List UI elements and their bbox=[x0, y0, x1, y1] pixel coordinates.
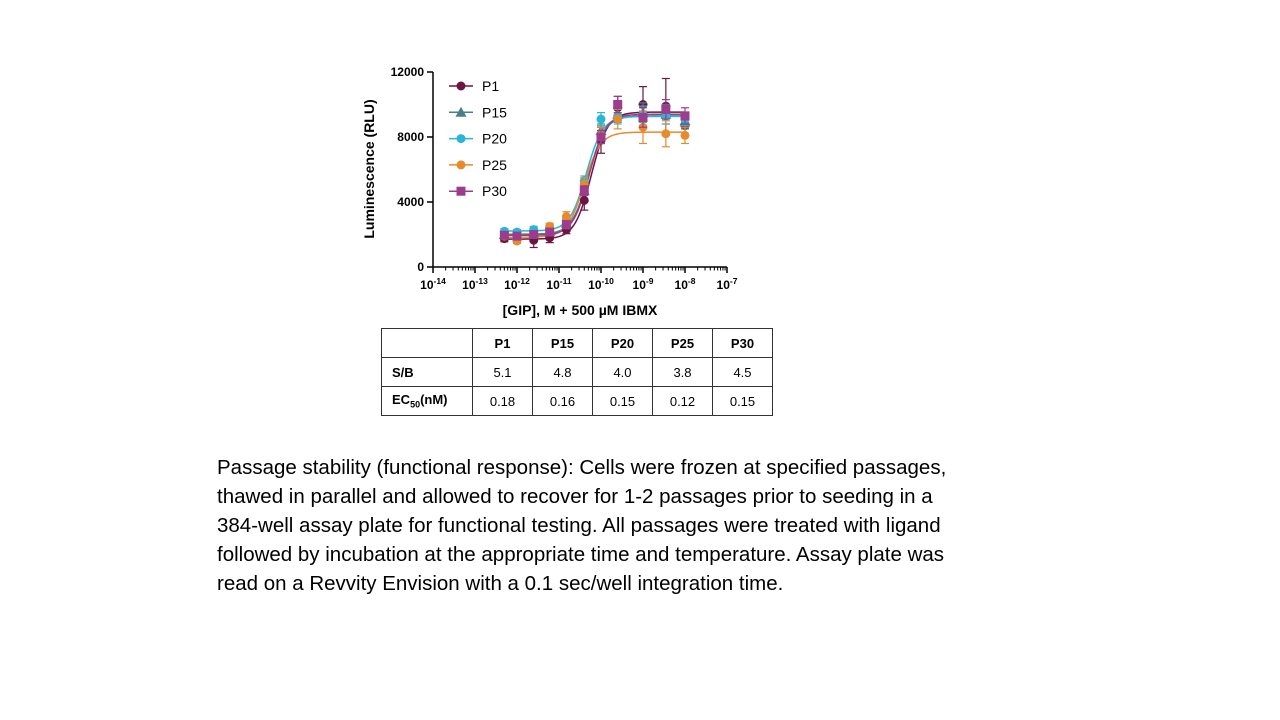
table-header-row: P1 P15 P20 P25 P30 bbox=[381, 328, 773, 358]
table-corner-cell bbox=[381, 328, 473, 358]
x-tick-label: 10-9 bbox=[633, 276, 654, 292]
table-row: EC50(nM) 0.18 0.16 0.15 0.12 0.15 bbox=[381, 386, 773, 416]
table-header-cell: P20 bbox=[592, 328, 653, 358]
data-point-p30 bbox=[512, 231, 522, 241]
legend-label-p1: P1 bbox=[482, 78, 499, 94]
x-tick-label: 10-7 bbox=[717, 276, 738, 292]
legend-marker-p1 bbox=[456, 81, 466, 91]
table-cell: 4.0 bbox=[592, 357, 653, 387]
table-header-cell: P25 bbox=[652, 328, 713, 358]
fit-curve-p15 bbox=[504, 115, 685, 235]
table-cell: 0.15 bbox=[712, 386, 773, 416]
data-point-p30 bbox=[638, 113, 648, 122]
data-point-p25 bbox=[680, 130, 690, 140]
data-point-p30 bbox=[529, 230, 539, 239]
data-point-p30 bbox=[499, 230, 509, 240]
ec50-label-main: EC bbox=[392, 392, 411, 408]
legend-marker-p25 bbox=[456, 160, 466, 170]
table-cell: 0.12 bbox=[652, 386, 713, 416]
fit-curve-p1 bbox=[504, 111, 686, 240]
table-header-cell: P15 bbox=[532, 328, 593, 358]
table-cell: 3.8 bbox=[652, 357, 713, 387]
table-cell: 0.16 bbox=[532, 386, 593, 416]
data-point-p25 bbox=[561, 212, 571, 222]
table-cell: 0.15 bbox=[592, 386, 653, 416]
data-point-p30 bbox=[613, 100, 623, 109]
fit-curve-p20 bbox=[504, 115, 685, 232]
table-header-cell: P1 bbox=[472, 328, 533, 358]
figure-caption: Passage stability (functional response):… bbox=[217, 456, 947, 595]
data-point-p30 bbox=[680, 111, 690, 121]
data-points bbox=[498, 77, 691, 249]
fit-curves bbox=[504, 111, 686, 240]
x-tick-label: 10-12 bbox=[504, 276, 530, 292]
table-cell: 4.8 bbox=[532, 357, 593, 387]
data-point-p30 bbox=[596, 132, 606, 142]
table-cell: 5.1 bbox=[472, 357, 533, 387]
x-tick-label: 10-13 bbox=[462, 276, 488, 292]
legend-marker-p20 bbox=[456, 134, 466, 144]
y-tick-label: 4000 bbox=[397, 195, 424, 209]
legend-marker-p30 bbox=[456, 186, 466, 196]
table-cell: 4.5 bbox=[712, 357, 773, 387]
row-label-ec50: EC50(nM) bbox=[381, 386, 473, 416]
data-point-p1 bbox=[579, 195, 589, 205]
dose-response-chart: 0 4000 8000 12000 10-14 10-13 10-12 10-11 10-10 1… bbox=[361, 65, 738, 318]
legend-label-p15: P15 bbox=[482, 104, 507, 120]
ec50-label-unit: (nM) bbox=[420, 392, 448, 408]
y-tick-label: 0 bbox=[417, 260, 424, 274]
table-cell: 0.18 bbox=[472, 386, 533, 416]
passage-results-table: P1 P15 P20 P25 P30 S/B 5.1 4.8 4.0 3.8 4… bbox=[381, 328, 773, 416]
x-tick-label: 10-8 bbox=[675, 276, 696, 292]
data-point-p30 bbox=[661, 104, 671, 114]
chart-legend: P1 P15 P20 P25 P30 bbox=[449, 78, 507, 199]
y-axis-label: Luminescence (RLU) bbox=[361, 99, 377, 238]
data-point-p30 bbox=[545, 227, 555, 237]
data-point-p30 bbox=[561, 220, 571, 230]
x-axis-label: [GIP], M + 500 µM IBMX bbox=[503, 302, 658, 318]
data-point-p20 bbox=[596, 114, 606, 124]
row-label-sb: S/B bbox=[381, 357, 473, 387]
data-point-p25 bbox=[613, 114, 623, 124]
table-header-cell: P30 bbox=[712, 328, 773, 358]
data-point-p25 bbox=[661, 129, 671, 139]
x-tick-label: 10-11 bbox=[546, 276, 571, 292]
x-tick-label: 10-14 bbox=[420, 276, 446, 292]
table-row: S/B 5.1 4.8 4.0 3.8 4.5 bbox=[381, 357, 773, 387]
x-tick-label: 10-10 bbox=[588, 276, 614, 292]
ec50-label-subscript: 50 bbox=[410, 399, 421, 410]
legend-marker-p15 bbox=[455, 106, 467, 117]
data-point-p30 bbox=[579, 186, 589, 196]
chart-axes: 0 4000 8000 12000 10-14 10-13 10-12 10-11 10-10 1… bbox=[391, 65, 738, 292]
y-tick-label: 8000 bbox=[397, 130, 424, 144]
legend-label-p20: P20 bbox=[482, 131, 507, 147]
legend-label-p30: P30 bbox=[482, 183, 507, 199]
y-tick-label: 12000 bbox=[391, 65, 425, 79]
legend-label-p25: P25 bbox=[482, 157, 507, 173]
